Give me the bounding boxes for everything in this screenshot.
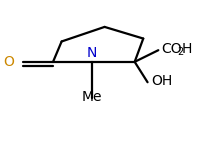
Text: N: N (87, 46, 97, 60)
Text: O: O (3, 55, 14, 69)
Text: Me: Me (81, 90, 102, 104)
Text: OH: OH (151, 74, 172, 88)
Text: CO: CO (161, 42, 182, 56)
Text: 2: 2 (177, 47, 183, 57)
Text: H: H (181, 42, 192, 56)
